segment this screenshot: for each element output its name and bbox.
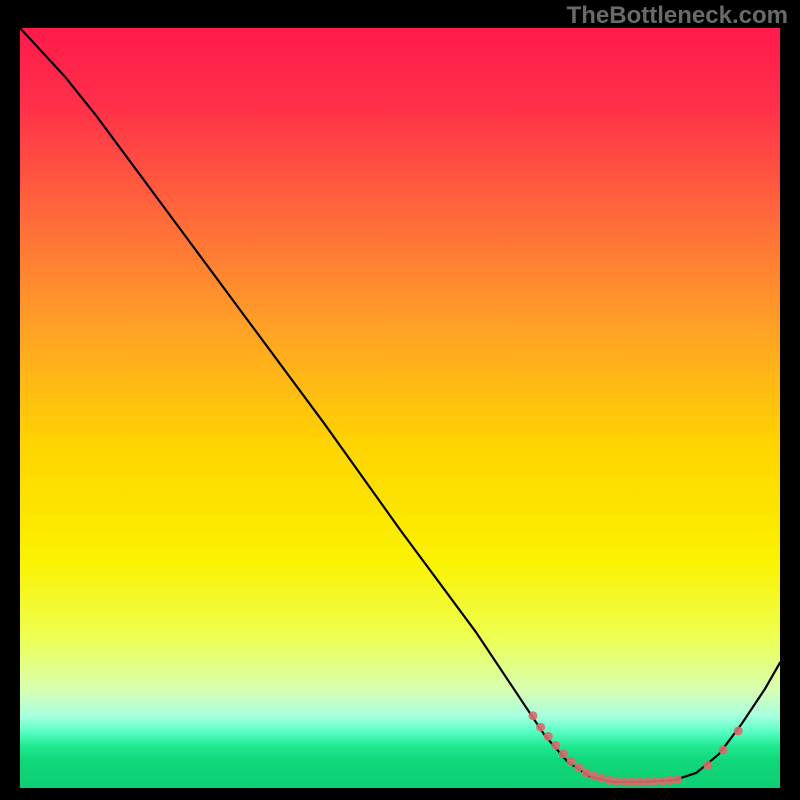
marker-point bbox=[551, 741, 560, 750]
marker-point bbox=[567, 757, 576, 766]
bottleneck-chart bbox=[20, 28, 780, 788]
marker-point bbox=[597, 774, 606, 783]
marker-point bbox=[529, 711, 538, 720]
marker-point bbox=[544, 732, 553, 741]
marker-point bbox=[605, 776, 614, 785]
marker-point bbox=[673, 775, 682, 784]
plot-background bbox=[20, 28, 780, 788]
marker-point bbox=[612, 777, 621, 786]
marker-point bbox=[703, 761, 712, 770]
marker-point bbox=[559, 749, 568, 758]
marker-point bbox=[574, 763, 583, 772]
watermark-text: TheBottleneck.com bbox=[567, 2, 788, 30]
marker-point bbox=[643, 777, 652, 786]
marker-point bbox=[658, 777, 667, 786]
marker-point bbox=[589, 771, 598, 780]
marker-point bbox=[719, 746, 728, 755]
chart-container: { "watermark": { "text": "TheBottleneck.… bbox=[0, 0, 800, 800]
marker-point bbox=[536, 723, 545, 732]
marker-point bbox=[665, 776, 674, 785]
marker-point bbox=[734, 727, 743, 736]
